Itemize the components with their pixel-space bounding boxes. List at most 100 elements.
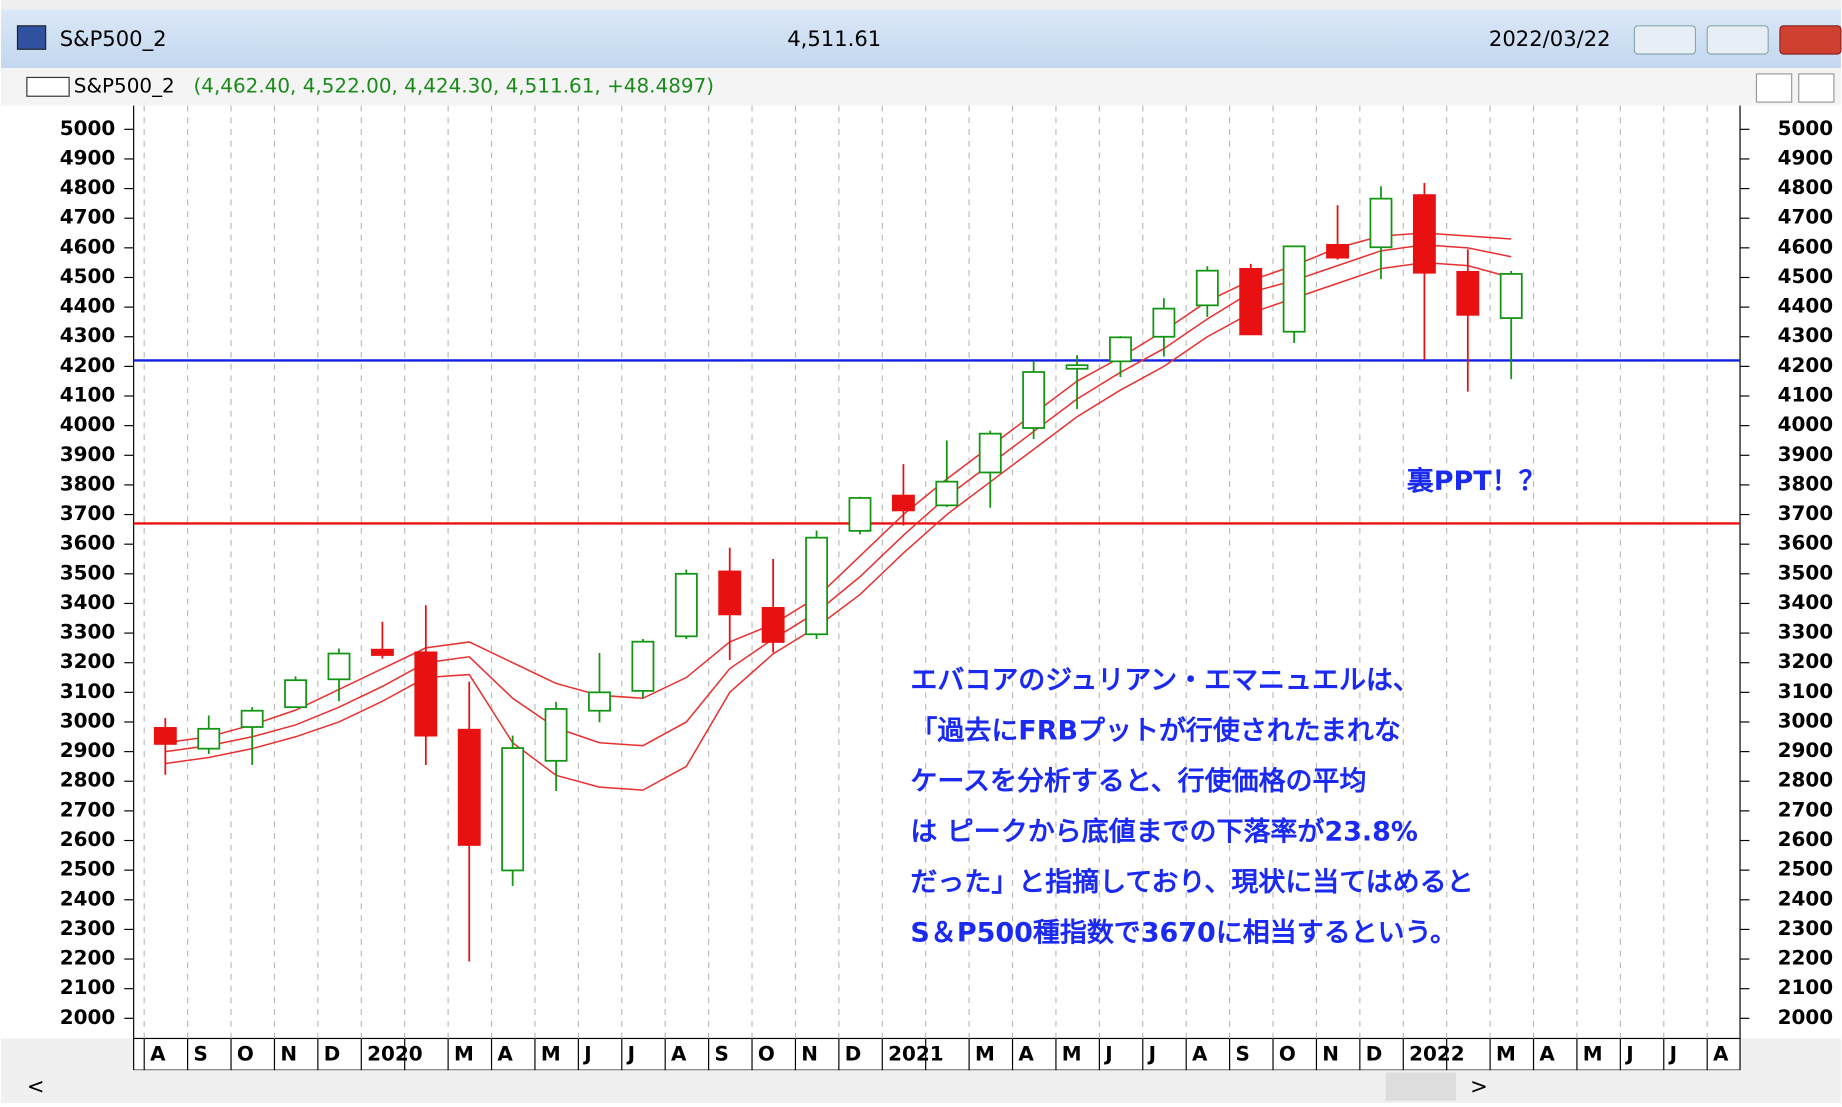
y-tick-label: 3600: [60, 531, 116, 555]
y-tick-label: 3300: [60, 620, 116, 644]
y-tick-label: 4600: [60, 234, 116, 258]
candle-body: [153, 727, 177, 745]
x-tick-label: M: [1496, 1041, 1516, 1065]
x-tick-label: N: [1322, 1041, 1339, 1065]
scroll-thumb[interactable]: [1385, 1072, 1457, 1101]
y-tick-label-right: 3300: [1778, 620, 1834, 644]
close-chart-button[interactable]: [1798, 73, 1835, 103]
restore-button[interactable]: [1755, 73, 1793, 103]
y-tick-label-right: 3000: [1778, 708, 1834, 732]
candle-body: [1412, 194, 1436, 274]
annotation: エバコアのジュリアン・エマニュエルは、: [910, 665, 1419, 696]
y-tick-label: 4700: [60, 205, 116, 229]
candle-body: [370, 648, 394, 656]
x-tick-label: N: [801, 1041, 818, 1065]
title-bar: [1, 9, 1841, 69]
y-tick-label: 4200: [60, 353, 116, 377]
y-tick-label-right: 2900: [1778, 738, 1834, 762]
y-tick-label: 4800: [60, 175, 116, 199]
y-tick-label-right: 3800: [1778, 471, 1834, 495]
candle-body: [761, 607, 785, 643]
y-tick-label: 4500: [60, 264, 116, 288]
y-tick-label-right: 2000: [1778, 1005, 1834, 1029]
x-tick-label: A: [671, 1041, 687, 1065]
y-tick-label-right: 4000: [1778, 412, 1834, 436]
candle-body: [674, 572, 698, 638]
date: 2022/03/22: [1489, 26, 1611, 51]
y-tick-label: 2800: [60, 768, 116, 792]
x-tick-label: J: [582, 1041, 591, 1065]
legend-bar: [1, 68, 1841, 106]
candle-body: [631, 640, 655, 692]
y-tick-label: 4900: [60, 145, 116, 169]
y-tick-label: 3800: [60, 471, 116, 495]
annotation: 「過去にFRBプットが行使されたまれな: [910, 715, 1400, 747]
candle-body: [1152, 307, 1176, 338]
y-tick-label-right: 2400: [1778, 886, 1834, 910]
y-tick-label: 3200: [60, 649, 116, 673]
y-tick-label: 5000: [60, 116, 116, 140]
y-tick-label: 2500: [60, 857, 116, 881]
close-button[interactable]: [1779, 25, 1842, 55]
y-tick-label-right: 3500: [1778, 560, 1834, 584]
scroll-left[interactable]: <: [27, 1074, 45, 1099]
y-tick-label-right: 3100: [1778, 679, 1834, 703]
maximize-button[interactable]: [1706, 25, 1769, 55]
y-tick-label-right: 3900: [1778, 442, 1834, 466]
y-tick-label-right: 4300: [1778, 323, 1834, 347]
annotation: は ピークから底値までの下落率が23.8%: [910, 816, 1417, 848]
y-tick-label-right: 4100: [1778, 383, 1834, 407]
x-tick-label: D: [324, 1041, 341, 1065]
y-tick-label-right: 3600: [1778, 531, 1834, 555]
minimize-button[interactable]: [1633, 25, 1697, 55]
x-tick-label: O: [237, 1041, 254, 1065]
y-tick-label: 2400: [60, 886, 116, 910]
candle-body: [588, 691, 611, 712]
x-tick-label: A: [1192, 1041, 1208, 1065]
x-tick-label: A: [1018, 1041, 1034, 1065]
candle-body: [891, 494, 915, 512]
x-tick-label: 2020: [367, 1041, 423, 1065]
app-icon: [16, 25, 47, 50]
y-tick-label: 3900: [60, 442, 116, 466]
candle-body: [284, 679, 308, 709]
x-tick-label: O: [1279, 1041, 1296, 1065]
candle-body: [1109, 336, 1132, 363]
y-tick-label: 4000: [60, 412, 116, 436]
y-tick-label: 2200: [60, 946, 116, 970]
candle-body: [1499, 273, 1523, 319]
plot-area: [1, 105, 1841, 1039]
x-tick-label: N: [280, 1041, 297, 1065]
x-tick-label: A: [150, 1041, 166, 1065]
candle-body: [1282, 245, 1306, 333]
x-tick-label: J: [1147, 1041, 1156, 1065]
x-tick-label: M: [454, 1041, 474, 1065]
y-tick-label: 2300: [60, 916, 116, 940]
y-tick-label: 3400: [60, 590, 116, 614]
candle-body: [978, 432, 1002, 474]
y-tick-label: 3100: [60, 679, 116, 703]
y-tick-label-right: 4400: [1778, 294, 1834, 318]
x-tick-label: J: [626, 1041, 635, 1065]
y-tick-label-right: 3700: [1778, 501, 1834, 525]
scroll-right[interactable]: >: [1470, 1074, 1488, 1099]
scrollbar: [1, 1070, 1841, 1103]
y-tick-label-right: 2100: [1778, 975, 1834, 999]
y-tick-label-right: 3400: [1778, 590, 1834, 614]
x-tick-label: J: [1103, 1041, 1112, 1065]
y-tick-label-right: 4600: [1778, 234, 1834, 258]
candle-body: [544, 708, 568, 762]
y-tick-label-right: 5000: [1778, 116, 1834, 140]
x-tick-label: J: [1668, 1041, 1677, 1065]
y-tick-label: 4400: [60, 294, 116, 318]
x-tick-label: M: [541, 1041, 561, 1065]
y-tick-label: 3700: [60, 501, 116, 525]
x-tick-label: D: [1366, 1041, 1383, 1065]
x-tick-label: S: [714, 1041, 728, 1065]
y-tick-label-right: 4200: [1778, 353, 1834, 377]
x-axis-bar: [133, 1037, 1741, 1071]
y-tick-label-right: 4500: [1778, 264, 1834, 288]
candle-body: [414, 651, 438, 737]
candle-body: [1022, 371, 1046, 429]
